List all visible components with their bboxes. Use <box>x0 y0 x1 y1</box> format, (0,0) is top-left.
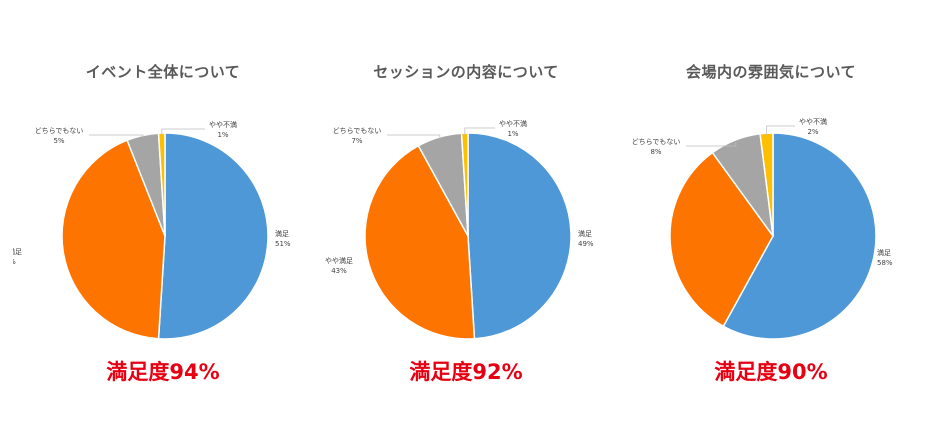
pie-chart: 満足 49% やや満足 43% どちらでもない 7% やや不満 1% <box>325 120 594 340</box>
slice-label: 満足 <box>578 230 592 238</box>
slice-label: 満足 <box>877 249 891 257</box>
slice-label: やや不満 <box>799 118 827 126</box>
slice-label: やや不満 <box>209 121 237 129</box>
slice-percent: 8% <box>650 148 661 156</box>
satisfaction-summary: 満足度92% <box>409 360 523 384</box>
slice-percent: 43% <box>13 258 16 266</box>
pie-slice <box>722 132 877 340</box>
leader-line <box>89 134 144 138</box>
chart-panel-session: セッションの内容について 満足 49% やや満足 43% どちらでもない 7% やや不満 1%… <box>316 0 616 442</box>
slice-percent: 1% <box>217 131 228 139</box>
chart-title: セッションの内容について <box>373 63 559 81</box>
leader-line <box>161 128 205 136</box>
chart-title: 会場内の雰囲気について <box>685 63 857 81</box>
slice-label: やや満足 <box>13 248 22 256</box>
slice-label: どちらでもない <box>333 127 382 135</box>
chart-title: イベント全体について <box>85 63 241 81</box>
slice-percent: 51% <box>275 240 291 248</box>
slice-percent: 49% <box>578 240 594 248</box>
slice-label: やや満足 <box>325 257 353 265</box>
slice-percent: 2% <box>807 128 818 136</box>
leader-line <box>464 127 495 136</box>
pie-chart: 満足 51% やや満足 43% どちらでもない 5% やや不満 1% <box>13 121 291 340</box>
chart-panel-overall: イベント全体について 満足 51% やや満足 43% どちらでもない 5% やや不満 1% 満… <box>13 0 313 442</box>
slice-label: やや不満 <box>499 120 527 128</box>
slice-percent: 1% <box>507 130 518 138</box>
chart-panel-venue: 会場内の雰囲気について 満足58%やや満足32%どちらでもない8%やや不満2% … <box>621 0 921 442</box>
slice-percent: 58% <box>877 259 893 267</box>
pie-slice <box>61 139 166 340</box>
pie-slice <box>669 151 774 328</box>
pie-slice <box>467 132 572 340</box>
slice-label: どちらでもない <box>35 127 84 135</box>
slice-percent: 5% <box>53 137 64 145</box>
slice-label: どちらでもない <box>632 138 681 146</box>
satisfaction-summary: 満足度90% <box>714 360 828 384</box>
slice-percent: 43% <box>331 267 347 275</box>
slice-percent: 7% <box>351 137 362 145</box>
pie-slice <box>157 132 269 340</box>
pie-slice <box>364 144 476 340</box>
leader-line <box>766 125 795 136</box>
satisfaction-summary: 満足度94% <box>106 360 220 384</box>
leader-line <box>387 134 441 140</box>
leader-line <box>686 142 737 147</box>
slice-label: 満足 <box>275 230 289 238</box>
